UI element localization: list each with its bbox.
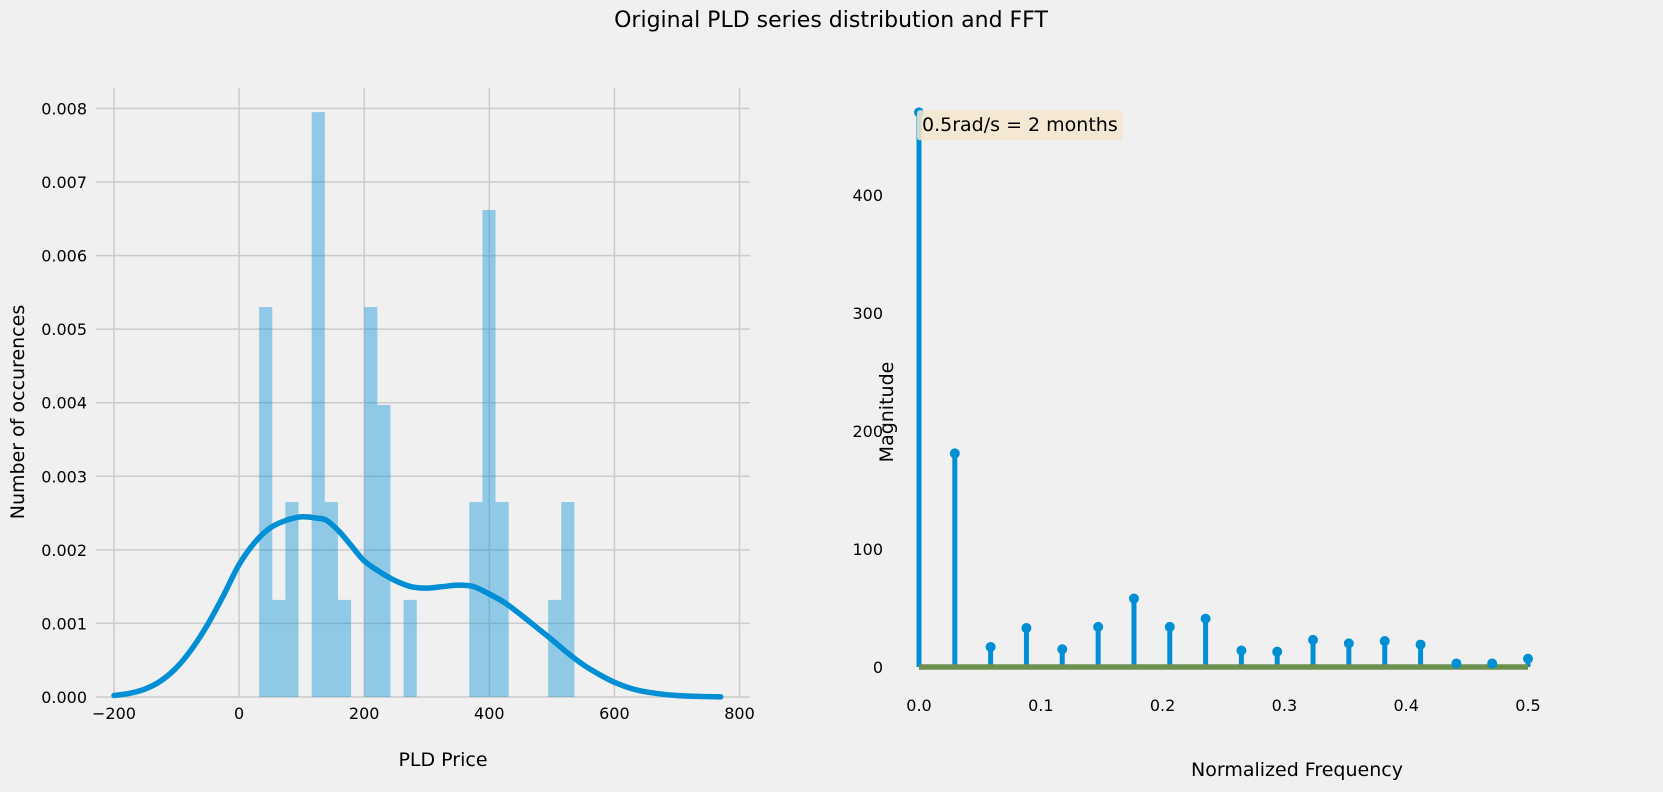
y-tick-label: 0.000	[41, 688, 87, 707]
fft-marker	[1451, 658, 1462, 669]
fft-stem-panel: 0.5rad/s = 2 months 0.0 0.1 0.2 0.3 0.4 0.5 0…	[852, 107, 1541, 781]
y-tick-label: 0.005	[41, 320, 87, 339]
y-tick-label: 300	[852, 304, 883, 323]
y-tick-label: 0.008	[41, 99, 87, 118]
histogram-y-ticks: 0.000 0.001 0.002 0.003 0.004 0.005 0.006 0.007…	[41, 99, 87, 707]
y-tick-label: 0.001	[41, 614, 87, 633]
histogram-panel: −200 0 200 400 600 800 0.0000.0010.0020.0030.…	[7, 88, 755, 771]
x-tick-label: 600	[599, 704, 630, 723]
figure-suptitle: Original PLD series distribution and FFT	[614, 8, 1048, 33]
histogram-bar	[548, 599, 562, 697]
histogram-bar	[482, 209, 496, 697]
y-tick-label: 0	[873, 658, 883, 677]
x-tick-label: 0.0	[906, 696, 931, 715]
y-tick-label: 0.006	[41, 247, 87, 266]
x-tick-label: 0.2	[1150, 696, 1175, 715]
fft-marker	[985, 641, 996, 652]
x-tick-label: 0.5	[1515, 696, 1540, 715]
fft-markers	[914, 107, 1533, 669]
fft-marker	[1272, 646, 1283, 657]
fft-marker	[1128, 593, 1139, 604]
histogram-bar	[364, 307, 378, 697]
fft-y-axis-label: Magnitude	[876, 362, 898, 463]
y-tick-label: 0.003	[41, 467, 87, 486]
y-tick-label: 0.007	[41, 173, 87, 192]
histogram-bar	[377, 404, 391, 697]
y-tick-label: 100	[852, 540, 883, 559]
histogram-bar	[337, 599, 352, 697]
histogram-bar	[469, 502, 483, 697]
fft-y-ticks: 0 100 200 300 400	[852, 186, 883, 677]
fft-marker	[1200, 613, 1211, 624]
fft-x-axis-label: Normalized Frequency	[1191, 759, 1403, 781]
y-tick-label: 0.002	[41, 541, 87, 560]
fft-marker	[1164, 621, 1175, 632]
fft-marker	[1523, 653, 1533, 664]
kde-curve	[111, 513, 724, 700]
x-tick-label: 400	[474, 704, 505, 723]
annotation-text: 0.5rad/s = 2 months	[922, 114, 1118, 136]
histogram-bar	[311, 112, 325, 697]
fft-marker	[1057, 644, 1068, 655]
fft-marker	[1379, 636, 1390, 647]
fft-annotation: 0.5rad/s = 2 months	[917, 110, 1123, 141]
histogram-bar	[259, 307, 273, 697]
x-tick-label: 800	[724, 704, 755, 723]
y-tick-label: 400	[852, 186, 883, 205]
fft-marker	[1021, 623, 1032, 634]
x-tick-label: −200	[92, 704, 136, 723]
fft-x-ticks: 0.0 0.1 0.2 0.3 0.4 0.5	[906, 696, 1540, 715]
fft-marker	[1415, 639, 1426, 650]
histogram-y-axis-label: Number of occurences	[7, 305, 29, 519]
fft-marker	[949, 448, 960, 459]
x-tick-label: 200	[349, 704, 380, 723]
y-tick-label: 0.004	[41, 394, 87, 413]
fft-marker	[1308, 634, 1319, 645]
y-tick-label: 200	[852, 422, 883, 441]
histogram-x-axis-label: PLD Price	[398, 749, 487, 771]
x-tick-label: 0.1	[1028, 696, 1053, 715]
histogram-bar	[324, 502, 338, 697]
x-tick-label: 0.3	[1272, 696, 1297, 715]
annotation-box	[917, 110, 1123, 141]
histogram-bar	[285, 502, 299, 697]
x-tick-label: 0	[234, 704, 244, 723]
histogram-bar	[403, 599, 417, 697]
x-tick-label: 0.4	[1393, 696, 1418, 715]
histogram-x-ticks: −200 0 200 400 600 800	[92, 704, 755, 723]
fft-marker	[1093, 621, 1104, 632]
fft-marker	[1236, 645, 1247, 656]
histogram-bar	[272, 599, 286, 697]
histogram-bar	[561, 502, 575, 697]
fft-marker	[1487, 658, 1498, 669]
fft-marker	[1343, 638, 1354, 649]
